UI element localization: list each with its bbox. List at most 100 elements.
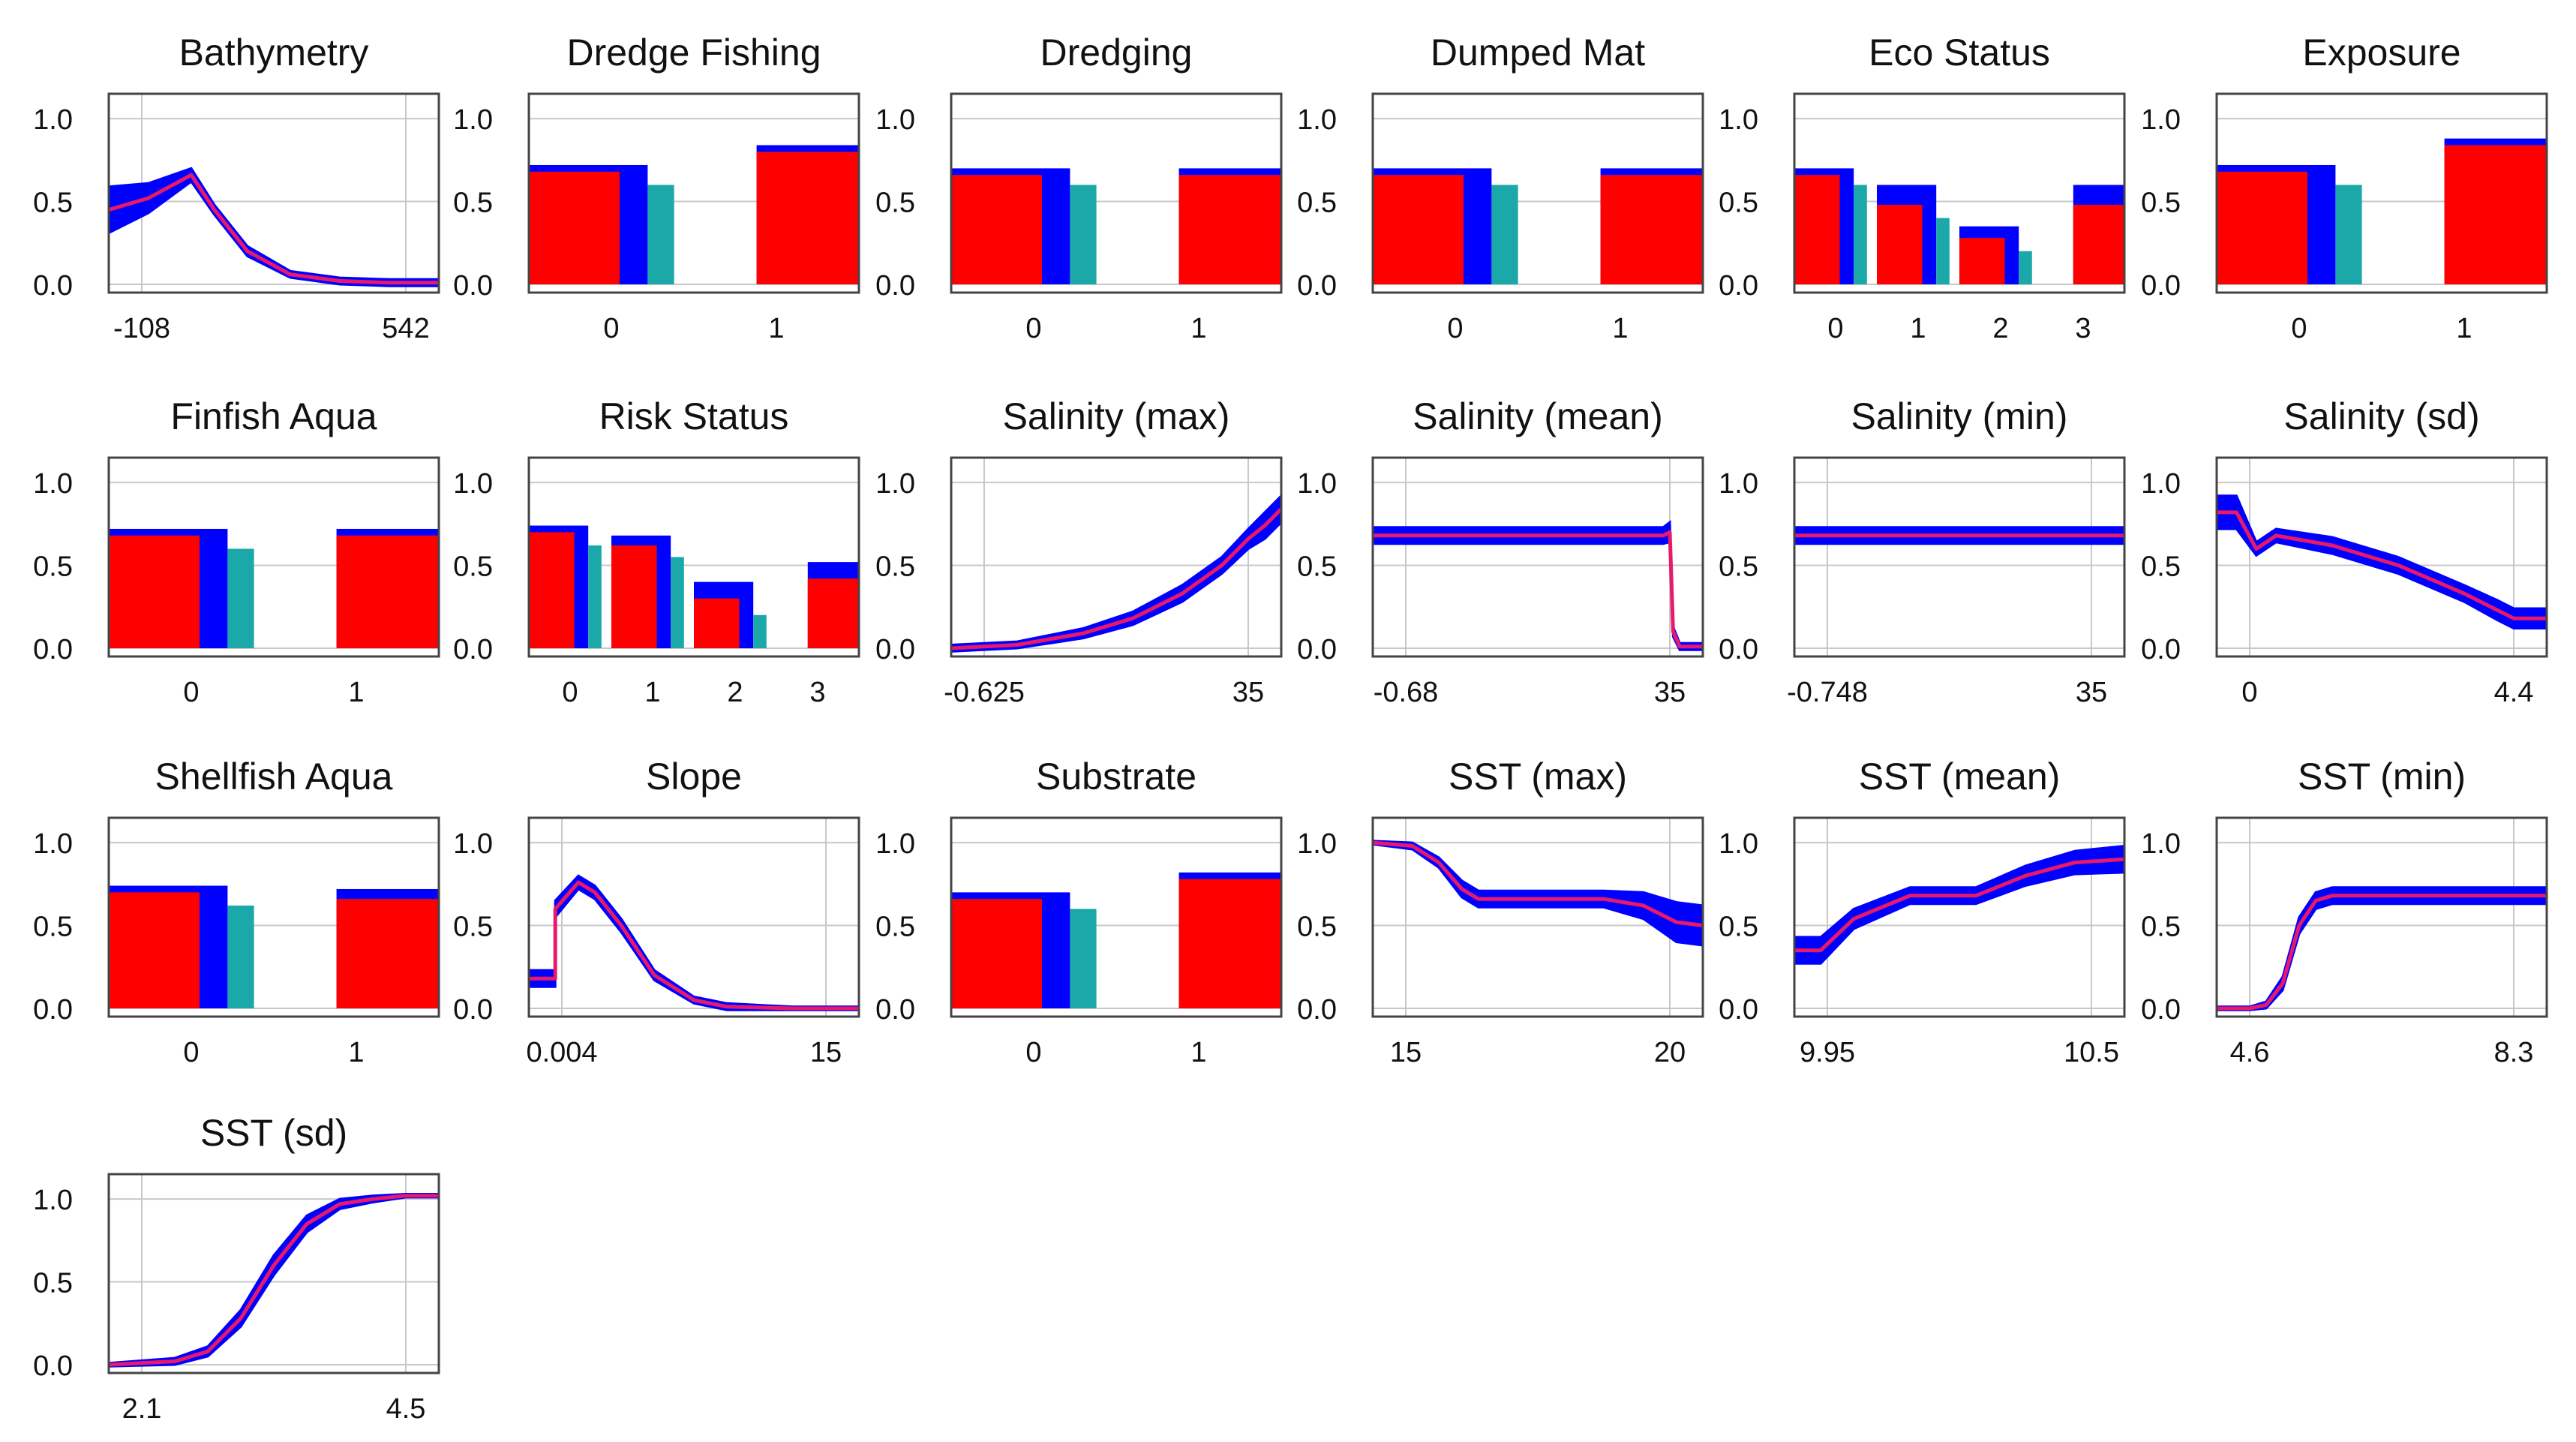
x-tick-label: -108 (113, 313, 170, 344)
bar-response (611, 545, 657, 648)
bar-response (109, 892, 200, 1008)
y-tick-label: 0.0 (1719, 634, 1758, 665)
response-line (2217, 894, 2547, 1011)
bar-comparison (227, 906, 254, 1008)
chart-title: Salinity (sd) (2283, 395, 2479, 437)
y-tick-label: 0.0 (33, 994, 73, 1026)
chart-title: Risk Status (599, 395, 789, 437)
y-tick-label: 1.0 (1719, 828, 1758, 860)
plot-frame (1371, 92, 1704, 294)
x-tick-label: 15 (810, 1037, 842, 1068)
x-tick-label: 35 (2076, 677, 2107, 708)
response-line (950, 507, 1283, 650)
x-tick-label: 9.95 (1800, 1037, 1855, 1068)
plot-frame (1793, 456, 2126, 658)
x-tick-label: 4.4 (2494, 677, 2534, 708)
chart-title: SST (mean) (1859, 756, 2061, 798)
y-tick-label: 1.0 (453, 104, 493, 136)
x-tick-label: 1 (1612, 313, 1628, 344)
plot-frame (527, 92, 860, 294)
x-tick-label: 15 (1390, 1037, 1422, 1068)
y-tick-label: 0.5 (33, 188, 73, 219)
x-tick-label: -0.748 (1787, 677, 1868, 708)
bar-response (336, 899, 439, 1008)
y-tick-label: 0.0 (33, 270, 73, 302)
y-tick-label: 1.0 (875, 104, 915, 136)
x-tick-label: 2.1 (122, 1393, 162, 1425)
chart-panel-17: SST (mean) 1.0 0.5 0.0 9.95 10.5 (1719, 756, 2126, 1068)
bar-response (2073, 204, 2124, 284)
bar-response (1373, 175, 1464, 284)
y-tick-label: 1.0 (2141, 828, 2181, 860)
bar-comparison (1854, 185, 1867, 284)
chart-title: Substrate (1036, 756, 1196, 798)
chart-panel-16: SST (max) 1.0 0.5 0.0 15 20 (1297, 756, 1704, 1068)
chart-panel-7: Finfish Aqua 1.0 0.5 0.0 0 1 (33, 395, 440, 708)
chart-panel-4: Dumped Mat 1.0 0.5 0.0 0 1 (1297, 32, 1704, 344)
bar-comparison (2019, 251, 2032, 284)
y-tick-label: 0.0 (1719, 994, 1758, 1026)
response-line (108, 1194, 439, 1367)
y-tick-label: 0.0 (2141, 270, 2181, 302)
bar-response (1959, 238, 2005, 284)
response-line (1372, 840, 1704, 927)
chart-panel-1: Bathymetry 1.0 0.5 0.0 -108 542 (33, 32, 440, 344)
y-tick-label: 0.0 (1297, 270, 1337, 302)
bar-comparison (647, 185, 674, 284)
x-tick-label: 1 (348, 1037, 364, 1068)
x-tick-label: 0 (2241, 677, 2257, 708)
chart-panel-9: Salinity (max) 1.0 0.5 0.0 -0.625 35 (875, 395, 1283, 708)
y-tick-label: 1.0 (453, 828, 493, 860)
y-tick-label: 0.0 (875, 270, 915, 302)
bar-comparison (1070, 185, 1097, 284)
bar-response (1794, 175, 1840, 284)
x-tick-label: 20 (1654, 1037, 1686, 1068)
bar-response (2444, 145, 2547, 284)
x-tick-label: 4.6 (2230, 1037, 2270, 1068)
y-tick-label: 1.0 (33, 1185, 73, 1216)
x-tick-label: 4.5 (386, 1393, 426, 1425)
chart-panel-15: Substrate 1.0 0.5 0.0 0 1 (875, 756, 1283, 1068)
plot-area (529, 818, 859, 1017)
x-tick-label: 1 (2456, 313, 2472, 344)
plot-frame (1371, 456, 1704, 658)
chart-title: Bathymetry (179, 32, 369, 74)
x-tick-label: 2 (1992, 313, 2008, 344)
y-tick-label: 1.0 (453, 468, 493, 500)
y-tick-label: 1.0 (33, 468, 73, 500)
plot-frame (2215, 92, 2548, 294)
bar-response (1600, 175, 1703, 284)
y-tick-label: 0.5 (33, 912, 73, 943)
plot-frame (950, 816, 1283, 1018)
x-tick-label: 542 (382, 313, 429, 344)
chart-title: Exposure (2302, 32, 2460, 74)
chart-title: Salinity (min) (1851, 395, 2068, 437)
chart-panel-11: Salinity (min) 1.0 0.5 0.0 -0.748 35 (1719, 395, 2126, 708)
bar-response (2217, 171, 2307, 284)
x-tick-label: 35 (1232, 677, 1264, 708)
y-tick-label: 1.0 (875, 468, 915, 500)
plot-frame (950, 92, 1283, 294)
y-tick-label: 1.0 (33, 828, 73, 860)
x-tick-label: 10.5 (2064, 1037, 2119, 1068)
bar-response (1178, 879, 1281, 1008)
y-tick-label: 1.0 (1297, 828, 1337, 860)
response-line (529, 880, 859, 1011)
x-tick-label: 35 (1654, 677, 1686, 708)
x-tick-label: 0 (2291, 313, 2307, 344)
chart-panel-19: SST (sd) 1.0 0.5 0.0 2.1 4.5 (33, 1112, 440, 1425)
response-line (1794, 857, 2125, 953)
bar-response (1877, 204, 1923, 284)
chart-panel-14: Slope 1.0 0.5 0.0 0.004 15 (453, 756, 860, 1068)
plot-area (1794, 458, 2124, 656)
y-tick-label: 0.5 (2141, 912, 2181, 943)
chart-title: Shellfish Aqua (155, 756, 393, 798)
chart-panel-10: Salinity (mean) 1.0 0.5 0.0 -0.68 35 (1297, 395, 1704, 708)
bar-response (109, 535, 200, 648)
y-tick-label: 0.0 (875, 994, 915, 1026)
bar-comparison (671, 557, 684, 648)
y-tick-label: 1.0 (1297, 468, 1337, 500)
bar-response (756, 152, 859, 284)
chart-panel-6: Exposure 1.0 0.5 0.0 0 1 (2141, 32, 2548, 344)
y-tick-label: 0.5 (33, 1268, 73, 1299)
